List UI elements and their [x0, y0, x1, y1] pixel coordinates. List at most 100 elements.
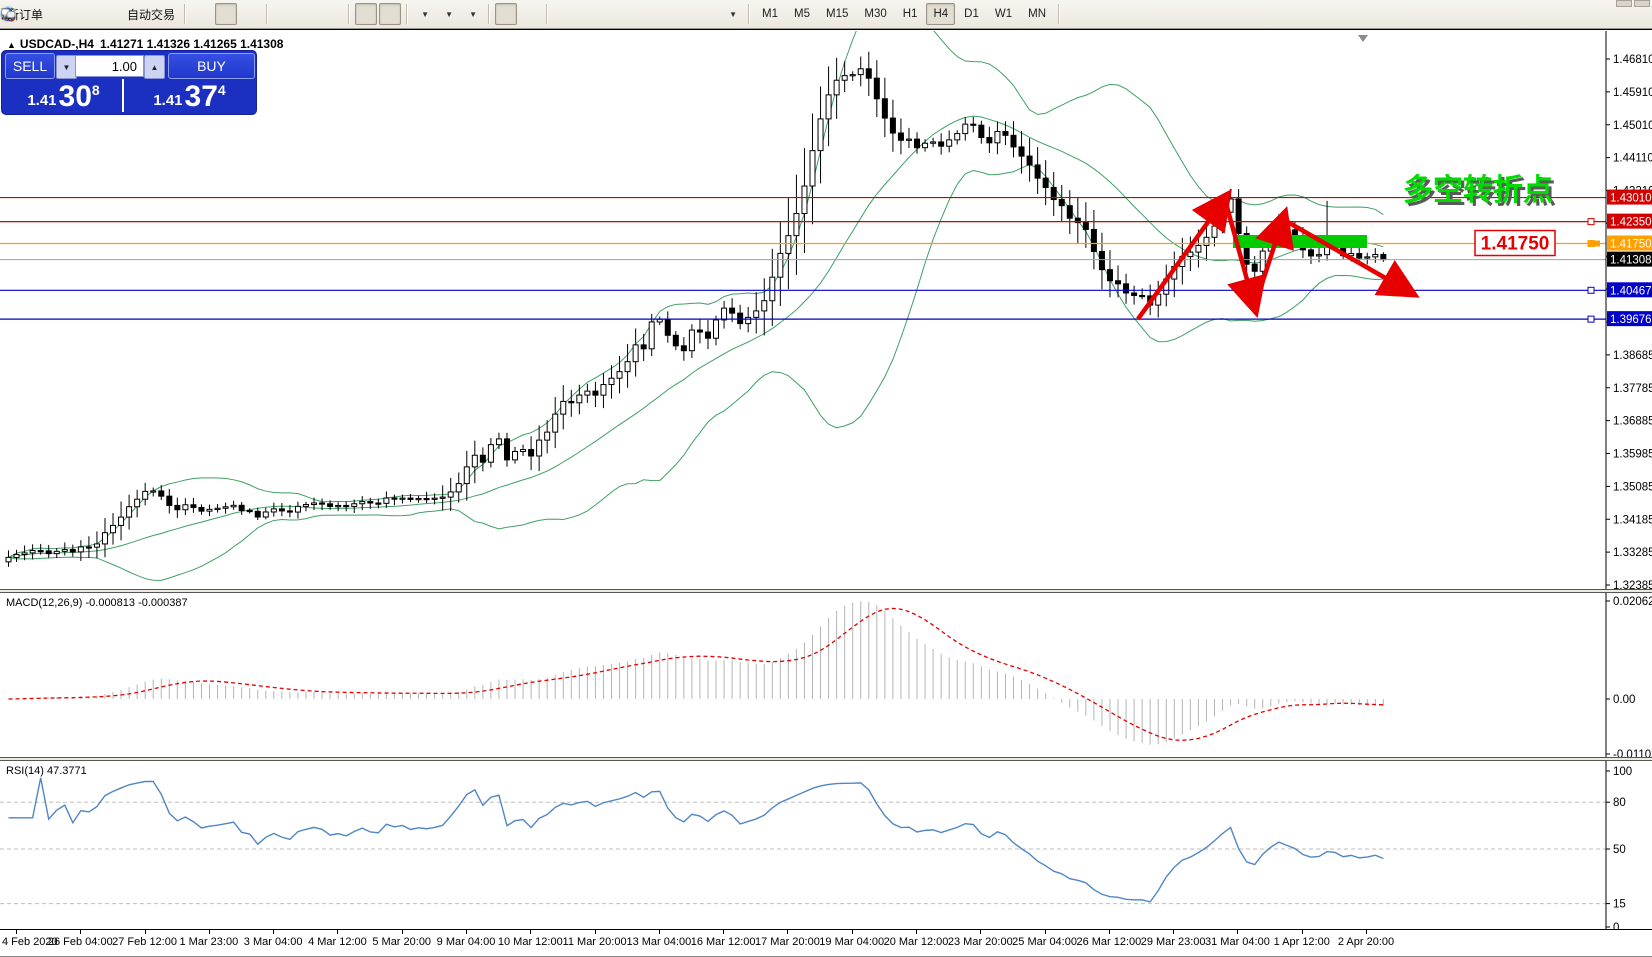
broadcast-icon[interactable]	[0, 3, 119, 25]
hline-handle[interactable]	[1587, 286, 1595, 294]
timeframe-m1-button[interactable]: M1	[762, 8, 779, 20]
time-axis-tick	[787, 930, 789, 934]
volume-decrease-button[interactable]: ▼	[56, 55, 77, 79]
toolbar-separator	[488, 4, 491, 24]
indicators-icon[interactable]: ▼	[1, 3, 483, 25]
rsi-pane[interactable]: 100 80 50 15 0	[0, 761, 1652, 929]
price-line-label	[1607, 189, 1652, 205]
time-axis-tick	[1044, 930, 1046, 934]
one-click-trading-panel: SELL ▼ 1.00 ▲ BUY 1.41 30 8 1.41 37 4	[2, 51, 256, 114]
trendline-icon[interactable]	[1, 3, 623, 25]
autotrade-button[interactable]: 自动交易	[1, 3, 179, 25]
price-axis-tick: 1.37785	[1613, 383, 1652, 395]
timeframe-m5-button[interactable]: M5	[794, 8, 810, 20]
price-axis-tick: 1.38685	[1613, 350, 1652, 362]
macd-label: MACD(12,26,9) -0.000813 -0.000387	[6, 597, 188, 609]
rsi-axis-tick: 100	[1613, 766, 1632, 778]
tile-windows-icon[interactable]	[2, 3, 343, 25]
time-axis-tick	[658, 930, 660, 934]
candlestick-series	[5, 51, 1387, 567]
candlestick-chart-icon[interactable]	[2, 3, 238, 25]
zoom-in-icon[interactable]	[2, 3, 295, 25]
history-center-icon[interactable]	[2, 3, 71, 25]
channel-icon[interactable]: E	[1, 3, 647, 25]
time-axis-label: 26 Feb 04:00	[47, 936, 113, 948]
price-axis-tick: 1.45910	[1613, 87, 1652, 99]
green-highlight-rectangle[interactable]	[1233, 235, 1367, 248]
volume-increase-button[interactable]: ▲	[144, 55, 165, 79]
cursor-icon[interactable]	[5, 3, 518, 25]
rsi-axis-tick: 50	[1613, 844, 1626, 856]
timeframe-h1-button[interactable]: H1	[902, 8, 918, 20]
zoom-out-icon[interactable]	[2, 3, 319, 25]
arrows-icon[interactable]: ▼	[2, 3, 743, 25]
pane-splitter[interactable]	[0, 757, 1652, 761]
hline-handle[interactable]	[1587, 315, 1595, 323]
text-label-icon[interactable]: T	[2, 3, 719, 25]
toolbar-separator	[546, 4, 549, 24]
rsi-line	[8, 777, 1384, 903]
buy-button[interactable]: BUY	[168, 53, 255, 79]
chart-ohlc-values: 1.41271 1.41326 1.41265 1.41308	[99, 37, 284, 51]
sell-price-display[interactable]: 1.41 30 8	[5, 79, 124, 112]
rsi-axis-tick: 80	[1613, 797, 1626, 809]
timeframe-m30-button[interactable]: M30	[864, 8, 887, 20]
hline-handle[interactable]	[1587, 240, 1595, 248]
time-axis-tick	[337, 930, 339, 934]
time-axis-tick	[1108, 930, 1110, 934]
new-order-button[interactable]: 新订单	[7, 7, 44, 22]
timeframe-w1-button[interactable]: W1	[994, 8, 1013, 20]
time-axis-label: 25 Mar 04:00	[1012, 936, 1077, 948]
timeframe-mn-button[interactable]: MN	[1028, 8, 1046, 20]
terminal-icon[interactable]	[1, 3, 95, 25]
price-axis-tick: 1.46810	[1613, 54, 1652, 66]
chat-icon[interactable]	[1, 3, 1651, 25]
chart-shift-marker-icon[interactable]	[1358, 35, 1368, 42]
macd-axis-tick: -0.011023	[1613, 749, 1652, 757]
time-axis-label: 1 Apr 12:00	[1273, 936, 1330, 948]
price-line-label	[1607, 213, 1652, 229]
time-axis-label: 19 Mar 04:00	[819, 936, 885, 948]
macd-axis-tick: 0.00	[1613, 694, 1635, 706]
hline-handle[interactable]	[1587, 218, 1595, 226]
pane-splitter[interactable]	[0, 589, 1652, 593]
auto-scroll-icon[interactable]	[1, 3, 378, 25]
vertical-line-icon[interactable]	[7, 3, 575, 25]
volume-input[interactable]: 1.00	[75, 55, 144, 77]
chart-window: 多空转折点 多空转折点 1.41750 1.46810 1.45910 1.45010 1.…	[0, 29, 1652, 956]
timeframe-d1-button[interactable]: D1	[964, 8, 979, 20]
buy-price-big: 37	[184, 80, 218, 113]
bar-chart-icon[interactable]	[2, 3, 213, 25]
macd-pane[interactable]: 0.02062 0.00 -0.011023	[0, 593, 1652, 757]
trend-arrows-annotation[interactable]	[1136, 189, 1420, 321]
window-button[interactable]	[1616, 0, 1632, 7]
time-axis-label: 3 Mar 04:00	[243, 936, 303, 948]
buy-price-display[interactable]: 1.41 37 4	[126, 79, 253, 112]
price-callout-box[interactable]	[1474, 229, 1556, 257]
window-button[interactable]	[1634, 0, 1650, 7]
new-chart-icon[interactable]: ▼	[1, 3, 435, 25]
toolbar-separator	[184, 4, 187, 24]
time-axis[interactable]: 4 Feb 2020 26 Feb 04:00 27 Feb 12:00 1 Mar …	[0, 929, 1652, 956]
text-icon[interactable]: A	[4, 3, 695, 25]
time-axis-tick	[980, 930, 982, 934]
crosshair-icon[interactable]	[2, 3, 541, 25]
toolbar-separator	[406, 4, 409, 24]
price-line-label-text: 1.42350	[1610, 217, 1652, 229]
turning-point-annotation[interactable]: 多空转折点	[1403, 174, 1553, 207]
timeframe-h4-button[interactable]: H4	[926, 3, 956, 25]
main-price-pane[interactable]: 多空转折点多空转折点1.417501.468101.459101.450101.…	[0, 31, 1652, 589]
bollinger-upper-band	[8, 31, 1384, 558]
chart-shift-icon[interactable]	[1, 3, 402, 25]
time-axis-tick	[16, 930, 17, 934]
price-axis-tick: 1.34185	[1613, 514, 1652, 526]
sell-button[interactable]: SELL	[5, 53, 55, 79]
time-axis-tick	[1173, 930, 1175, 934]
timeframe-m15-button[interactable]: M15	[826, 8, 849, 20]
fibonacci-icon[interactable]: F	[1, 3, 671, 25]
periods-icon[interactable]: ▼	[1, 3, 459, 25]
macd-histogram	[16, 601, 1384, 745]
horizontal-line-icon[interactable]	[2, 3, 599, 25]
line-chart-icon[interactable]	[1, 3, 261, 25]
